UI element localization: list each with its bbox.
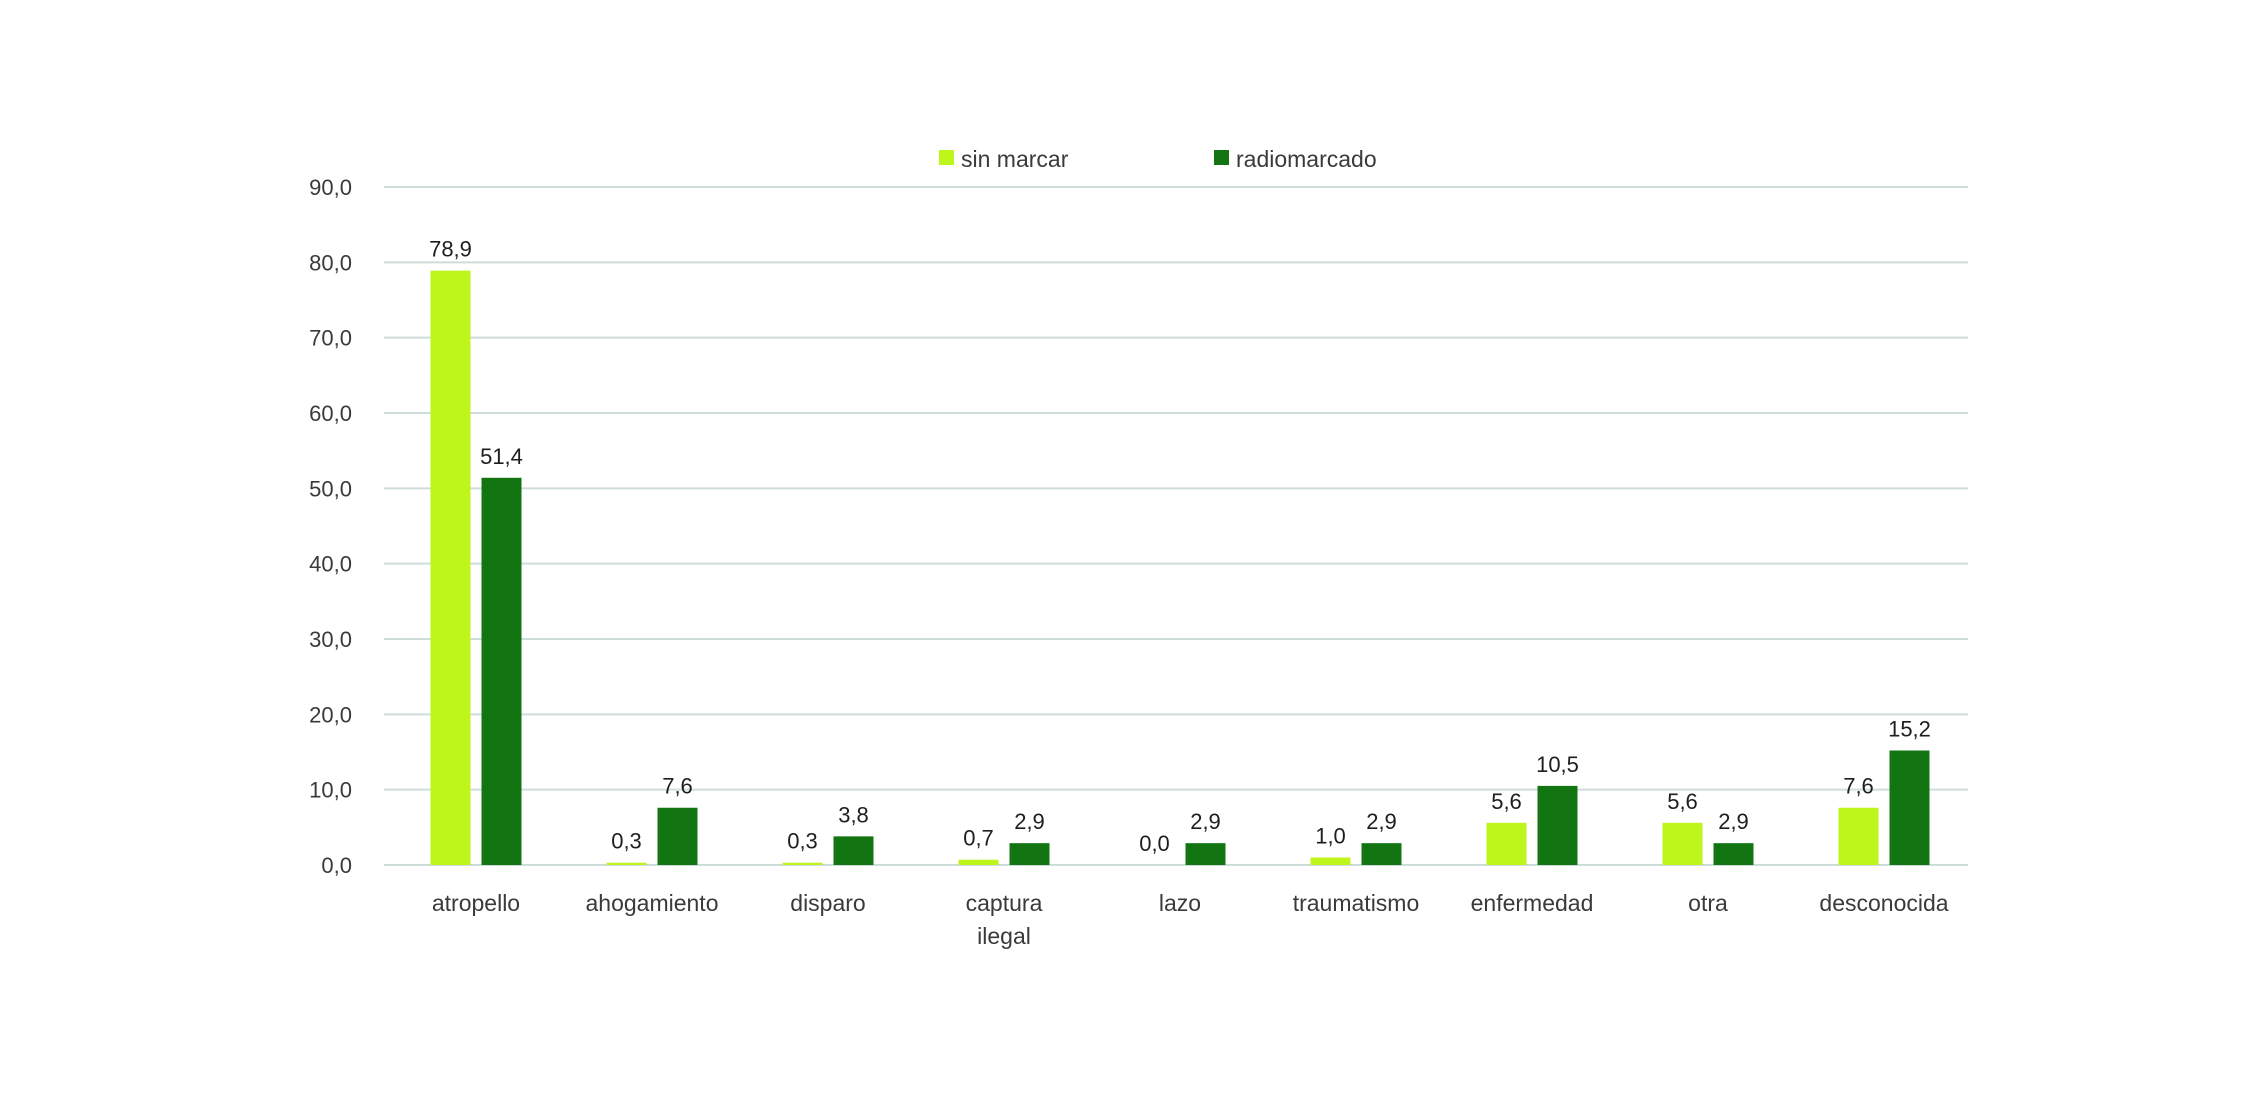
- gridlines: [384, 186, 1968, 866]
- x-category-label: captura: [966, 890, 1043, 916]
- y-tick-label: 70,0: [309, 326, 352, 351]
- x-axis: atropello ahogamiento disparo captura ilegal…: [432, 890, 1949, 949]
- y-tick-label: 30,0: [309, 627, 352, 652]
- bars: [430, 270, 1930, 865]
- bar-radiomarcado: [833, 836, 874, 865]
- bar-radiomarcado: [1889, 750, 1930, 865]
- bar-radiomarcado: [1009, 843, 1050, 865]
- bar-radiomarcado: [1185, 843, 1226, 865]
- data-label: 10,5: [1536, 752, 1579, 777]
- legend-swatch-sin-marcar: [939, 150, 954, 165]
- y-tick-label: 10,0: [309, 778, 352, 803]
- x-category-label: ilegal: [977, 923, 1031, 949]
- bar-sin-marcar: [1486, 822, 1527, 865]
- data-label: 2,9: [1190, 809, 1221, 834]
- y-tick-label: 90,0: [309, 175, 352, 200]
- y-tick-label: 40,0: [309, 552, 352, 577]
- data-label: 51,4: [480, 444, 523, 469]
- x-category-label: otra: [1688, 890, 1728, 916]
- data-label: 0,3: [787, 829, 818, 854]
- legend-swatch-radiomarcado: [1214, 150, 1229, 165]
- x-category-label: atropello: [432, 890, 520, 916]
- bar-radiomarcado: [657, 807, 698, 865]
- data-label: 0,3: [611, 829, 642, 854]
- data-label: 5,6: [1667, 789, 1698, 814]
- y-tick-label: 20,0: [309, 702, 352, 727]
- bar-sin-marcar: [1838, 807, 1879, 865]
- data-label: 78,9: [429, 237, 472, 262]
- x-category-label: enfermedad: [1471, 890, 1594, 916]
- data-labels: 78,9 51,4 0,3 7,6 0,3 3,8 0,7 2,9 0,0 2,9 1,0 2,9 5,…: [429, 237, 1931, 856]
- legend-label-radiomarcado: radiomarcado: [1236, 146, 1377, 172]
- bar-radiomarcado: [1361, 843, 1402, 865]
- x-category-label: lazo: [1159, 890, 1201, 916]
- bar-sin-marcar: [782, 862, 823, 865]
- bar-sin-marcar: [430, 270, 471, 865]
- data-label: 2,9: [1366, 809, 1397, 834]
- legend-label-sin-marcar: sin marcar: [961, 146, 1069, 172]
- x-category-label: desconocida: [1819, 890, 1948, 916]
- data-label: 7,6: [1843, 774, 1874, 799]
- y-tick-label: 50,0: [309, 476, 352, 501]
- data-label: 2,9: [1718, 809, 1749, 834]
- x-category-label: disparo: [790, 890, 865, 916]
- x-category-label: traumatismo: [1293, 890, 1420, 916]
- bar-radiomarcado: [1537, 785, 1578, 865]
- data-label: 15,2: [1888, 716, 1931, 741]
- bar-radiomarcado: [481, 477, 522, 865]
- x-category-label: ahogamiento: [586, 890, 719, 916]
- bar-sin-marcar: [958, 859, 999, 865]
- data-label: 0,0: [1139, 831, 1170, 856]
- bar-radiomarcado: [1713, 843, 1754, 865]
- y-axis: 0,0 10,0 20,0 30,0 40,0 50,0 60,0 70,0 80,0 90,0: [309, 175, 352, 878]
- data-label: 2,9: [1014, 809, 1045, 834]
- data-label: 0,7: [963, 826, 994, 851]
- data-label: 7,6: [662, 774, 693, 799]
- data-label: 1,0: [1315, 823, 1346, 848]
- bar-sin-marcar: [606, 862, 647, 865]
- y-tick-label: 80,0: [309, 250, 352, 275]
- bar-sin-marcar: [1662, 822, 1703, 865]
- data-label: 3,8: [838, 802, 869, 827]
- y-tick-label: 0,0: [321, 853, 352, 878]
- bar-sin-marcar: [1310, 857, 1351, 865]
- data-label: 5,6: [1491, 789, 1522, 814]
- y-tick-label: 60,0: [309, 401, 352, 426]
- legend: sin marcar radiomarcado: [939, 146, 1377, 172]
